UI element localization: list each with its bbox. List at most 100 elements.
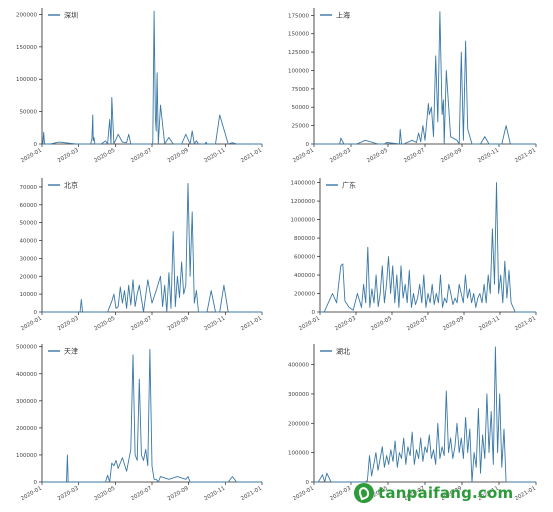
legend-label: 北京 — [64, 181, 78, 190]
x-tick-label: 2020-05 — [93, 147, 116, 164]
y-tick-label: 40000 — [20, 239, 38, 245]
series-line — [320, 182, 536, 313]
y-tick-label: 0 — [312, 310, 316, 316]
y-tick-label: 1200000 — [291, 199, 316, 205]
x-tick-label: 2020-07 — [130, 485, 153, 502]
chart-panel-3: 0 10000 20000 30000 40000 50000 60000 70000 2020… — [20, 178, 263, 333]
legend-label: 湖北 — [336, 347, 350, 356]
y-tick-label: 200000 — [294, 292, 315, 298]
legend: 上海 — [320, 11, 350, 20]
legend-label: 天津 — [64, 348, 78, 356]
y-tick-label: 200000 — [16, 12, 37, 18]
y-tick-label: 0 — [34, 480, 38, 486]
x-tick-label: 2020-11 — [203, 148, 226, 165]
x-tick-label: 2020-03 — [334, 315, 357, 332]
x-tick-label: 2020-09 — [440, 147, 463, 164]
x-tick-label: 2020-11 — [478, 316, 501, 333]
y-tick-label: 60000 — [20, 203, 38, 209]
y-tick-label: 0 — [34, 142, 38, 148]
y-tick-label: 600000 — [294, 255, 315, 261]
series-line — [42, 348, 262, 483]
x-tick-label: 2020-03 — [329, 147, 352, 164]
x-tick-label: 2020-03 — [329, 485, 352, 502]
x-tick-label: 2020-03 — [57, 147, 80, 164]
y-tick-label: 100000 — [288, 451, 309, 457]
y-tick-label: 100000 — [16, 453, 37, 459]
y-tick-label: 200000 — [16, 426, 37, 432]
x-tick-label: 2020-11 — [203, 486, 226, 503]
x-tick-label: 2020-07 — [130, 315, 153, 332]
x-tick-label: 2020-11 — [203, 316, 226, 333]
y-tick-label: 25000 — [292, 124, 310, 130]
x-tick-label: 2020-09 — [167, 147, 190, 164]
y-tick-label: 10000 — [20, 292, 38, 298]
x-tick-label: 2020-05 — [93, 315, 116, 332]
y-tick-label: 500000 — [16, 345, 37, 351]
legend-label: 上海 — [336, 11, 350, 20]
y-tick-label: 50000 — [292, 105, 310, 111]
y-tick-label: 30000 — [20, 256, 38, 262]
y-tick-label: 70000 — [20, 185, 38, 191]
x-tick-label: 2020-05 — [93, 485, 116, 502]
y-tick-label: 20000 — [20, 274, 38, 280]
chart-panel-6: 0 100000 200000 300000 400000 2020-01 2020-03 2… — [288, 344, 537, 502]
x-tick-label: 2021-01 — [240, 486, 263, 503]
y-tick-label: 0 — [306, 142, 310, 148]
x-tick-label: 2021-01 — [514, 148, 537, 165]
legend: 深圳 — [48, 11, 78, 20]
x-tick-label: 2020-01 — [20, 316, 43, 333]
y-tick-label: 0 — [34, 310, 38, 316]
legend: 广东 — [326, 181, 356, 190]
y-tick-label: 400000 — [16, 372, 37, 378]
legend: 湖北 — [320, 347, 350, 356]
legend: 天津 — [48, 348, 78, 356]
y-tick-label: 100000 — [16, 77, 37, 83]
y-tick-label: 150000 — [288, 32, 309, 38]
leaf-logo-icon — [354, 483, 374, 503]
y-tick-label: 400000 — [294, 273, 315, 279]
x-tick-label: 2020-01 — [292, 148, 315, 165]
x-tick-label: 2020-01 — [298, 316, 321, 333]
y-tick-label: 175000 — [288, 13, 309, 19]
series-line — [314, 11, 536, 145]
watermark: tanpaifang.com — [354, 481, 513, 505]
x-tick-label: 2021-01 — [240, 316, 263, 333]
y-tick-label: 50000 — [20, 110, 38, 116]
chart-panel-5: 0 100000 200000 300000 400000 500000 2020-01 20… — [16, 344, 263, 502]
x-tick-label: 2020-07 — [130, 147, 153, 164]
x-tick-label: 2020-01 — [20, 148, 43, 165]
legend-label: 深圳 — [64, 11, 78, 20]
x-tick-label: 2020-09 — [167, 485, 190, 502]
x-tick-label: 2020-05 — [366, 147, 389, 164]
series-line — [42, 182, 262, 313]
x-tick-label: 2020-01 — [292, 486, 315, 503]
y-tick-label: 150000 — [16, 45, 37, 51]
x-tick-label: 2020-09 — [167, 315, 190, 332]
watermark-text: tanpaifang.com — [378, 484, 514, 502]
y-tick-label: 125000 — [288, 50, 309, 56]
y-tick-label: 200000 — [288, 421, 309, 427]
y-tick-label: 400000 — [288, 363, 309, 369]
x-tick-label: 2020-03 — [57, 485, 80, 502]
x-tick-label: 2021-01 — [240, 148, 263, 165]
y-tick-label: 1000000 — [291, 218, 316, 224]
y-tick-label: 300000 — [16, 399, 37, 405]
y-tick-label: 800000 — [294, 236, 315, 242]
legend-label: 广东 — [342, 181, 356, 190]
y-tick-label: 100000 — [288, 68, 309, 74]
x-tick-label: 2020-07 — [403, 147, 426, 164]
chart-panel-1: 0 50000 100000 150000 200000 2020-01 2020-03 20… — [16, 8, 263, 164]
x-tick-label: 2020-01 — [20, 486, 43, 503]
x-tick-label: 2020-11 — [477, 148, 500, 165]
x-tick-label: 2021-01 — [514, 486, 537, 503]
x-tick-label: 2021-01 — [514, 316, 537, 333]
x-tick-label: 2020-09 — [442, 315, 465, 332]
x-tick-label: 2020-05 — [370, 315, 393, 332]
y-tick-label: 75000 — [292, 87, 310, 93]
x-tick-label: 2020-03 — [57, 315, 80, 332]
series-line — [42, 10, 262, 145]
x-tick-label: 2020-07 — [406, 315, 429, 332]
y-tick-label: 1400000 — [291, 181, 316, 187]
legend: 北京 — [48, 181, 78, 190]
